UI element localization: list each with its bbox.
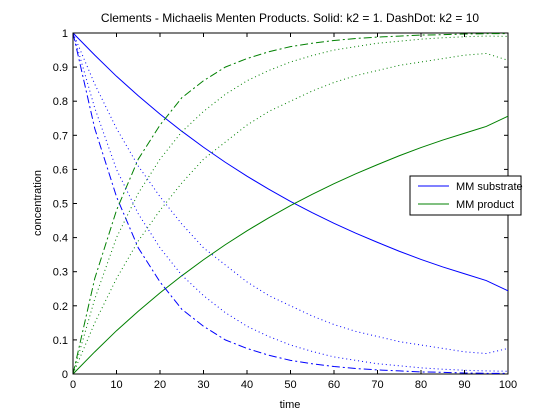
y-tick-label: 1: [62, 28, 68, 40]
x-tick-label: 50: [284, 379, 296, 391]
legend-label-mm-substrate: MM substrate: [456, 181, 523, 193]
x-tick-label: 10: [110, 379, 122, 391]
legend: MM substrate MM product: [409, 175, 523, 216]
x-tick-label: 60: [328, 379, 340, 391]
y-tick-label: 0.3: [53, 267, 68, 279]
x-tick-label: 20: [154, 379, 166, 391]
series-line-0-solid: [72, 32, 509, 292]
x-axis-label: time: [280, 399, 301, 411]
y-tick-label: 0.6: [53, 164, 68, 176]
chart-title: Clements - Michaelis Menten Products. So…: [101, 11, 480, 25]
y-axis-label: concentration: [32, 170, 44, 236]
series-line-4-dotted: [72, 32, 509, 355]
x-tick-label: 80: [415, 379, 427, 391]
legend-box: [409, 175, 522, 216]
x-tick-label: 90: [458, 379, 470, 391]
y-tick-label: 0.7: [53, 130, 68, 142]
series-layer: [72, 32, 509, 375]
y-tick-label: 0.1: [53, 335, 68, 347]
x-tick-label: 30: [197, 379, 209, 391]
legend-label-mm-product: MM product: [456, 199, 514, 211]
x-tick-label: 0: [70, 379, 76, 391]
y-tick-label: 0: [62, 369, 68, 381]
series-line-2-dashdot: [72, 32, 508, 374]
x-tick-label: 40: [241, 379, 253, 391]
ticks-layer: 0 10 20 30 40 50 60 70 80 90 100 0 0.1 0.2 0.3 0.4 0.5 0.…: [53, 28, 517, 391]
y-tick-label: 0.8: [53, 96, 68, 108]
series-line-1-solid: [72, 115, 509, 375]
series-line-5-dotted: [72, 52, 509, 375]
y-tick-label: 0.2: [53, 301, 68, 313]
y-tick-label: 0.4: [53, 233, 68, 245]
x-tick-label: 70: [371, 379, 383, 391]
x-tick-label: 100: [499, 379, 517, 391]
y-tick-label: 0.9: [53, 62, 68, 74]
y-tick-label: 0.5: [53, 199, 68, 211]
series-line-3-dashdot: [72, 33, 508, 375]
